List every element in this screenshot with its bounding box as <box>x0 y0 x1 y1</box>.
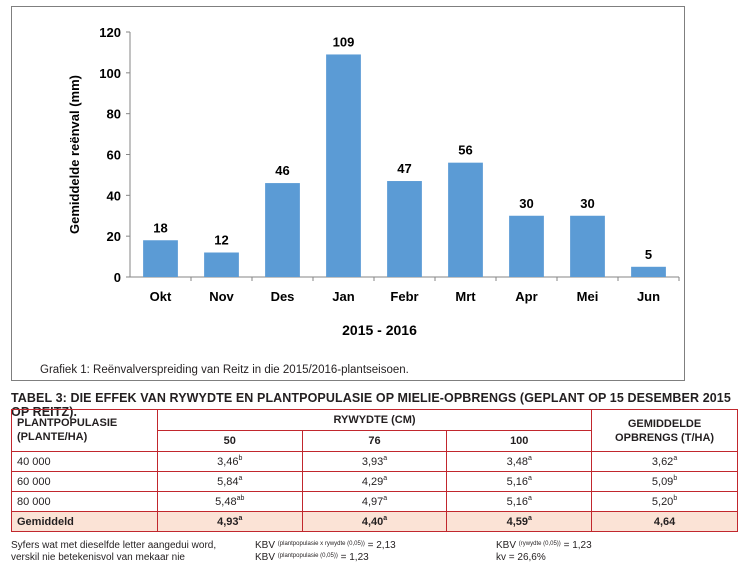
data-label: 56 <box>458 143 472 158</box>
row-label: 40 000 <box>11 451 158 472</box>
x-tick-label: Jun <box>637 289 660 304</box>
yield-table: PLANTPOPULASIE (PLANTE/HA) RYWYDTE (CM) … <box>11 409 738 532</box>
y-tick-label: 60 <box>107 148 121 163</box>
table-row: 60 000 5,84a 4,29a 5,16a 5,09b <box>11 471 738 492</box>
y-tick-label: 0 <box>114 270 121 285</box>
bar <box>448 162 483 277</box>
bar <box>204 252 239 277</box>
bar <box>570 215 605 277</box>
table-cell: 4,93a <box>156 511 303 532</box>
bar <box>265 183 300 277</box>
table-cell: 4,64 <box>591 511 738 532</box>
table-cell: 5,20b <box>591 491 738 512</box>
table-cell: 5,09b <box>591 471 738 492</box>
footnote-kbv-right: KBV (rywydte (0,05)) = 1,23 kv = 26,6% <box>496 540 592 563</box>
table-row: 40 000 3,46b 3,93a 3,48a 3,62a <box>11 451 738 472</box>
bar <box>631 266 666 277</box>
table-cell: 5,16a <box>446 471 593 492</box>
table-cell: 4,40a <box>301 511 448 532</box>
header-average-yield: GEMIDDELDE OPBRENGS (T/HA) <box>591 409 738 452</box>
y-tick-label: 100 <box>99 66 121 81</box>
footnote-significance: Syfers wat met dieselfde letter aangedui… <box>11 540 217 563</box>
table-cell: 5,16a <box>446 491 593 512</box>
x-tick-label: Apr <box>515 289 537 304</box>
rainfall-bar-chart: 0 20 40 60 80 100 120 18 Okt 12 Nov 46 Des 109 Jan 47 Fe… <box>67 25 680 338</box>
bar <box>326 54 361 278</box>
y-tick-label: 80 <box>107 107 121 122</box>
chart-frame: 0 20 40 60 80 100 120 18 Okt 12 Nov 46 Des 109 Jan 47 Fe… <box>11 6 685 381</box>
table-cell: 5,48ab <box>156 491 303 512</box>
footnote-kbv-left: KBV (plantpopulasie x rywydte (0,05)) = … <box>255 540 396 563</box>
table-cell: 3,62a <box>591 451 738 472</box>
x-tick-label: Nov <box>209 289 234 304</box>
y-tick-label: 40 <box>107 188 121 203</box>
data-label: 109 <box>333 34 355 49</box>
header-plant-population: PLANTPOPULASIE (PLANTE/HA) <box>11 409 158 452</box>
table-cell: 3,48a <box>446 451 593 472</box>
table-cell: 4,97a <box>301 491 448 512</box>
data-label: 5 <box>645 247 652 262</box>
x-tick-label: Febr <box>390 289 418 304</box>
row-label: 80 000 <box>11 491 158 512</box>
x-tick-label: Okt <box>150 289 172 304</box>
x-axis-title: 2015 - 2016 <box>342 322 417 338</box>
table-row: 80 000 5,48ab 4,97a 5,16a 5,20b <box>11 491 738 512</box>
table-cell: 3,46b <box>156 451 303 472</box>
x-tick-label: Jan <box>332 289 354 304</box>
subheader-100: 100 <box>446 430 593 452</box>
table-cell: 5,84a <box>156 471 303 492</box>
header-row-width: RYWYDTE (CM) <box>156 409 593 431</box>
y-axis-title: Gemiddelde reënval (mm) <box>67 75 82 234</box>
x-tick-label: Des <box>271 289 295 304</box>
bar <box>387 181 422 277</box>
x-tick-label: Mrt <box>455 289 476 304</box>
chart-caption: Grafiek 1: Reënvalverspreiding van Reitz… <box>40 364 409 376</box>
data-label: 46 <box>275 163 289 178</box>
data-label: 30 <box>580 196 594 211</box>
y-tick-label: 20 <box>107 229 121 244</box>
bar <box>509 215 544 277</box>
table-cell: 3,93a <box>301 451 448 472</box>
table-row-average: Gemiddeld 4,93a 4,40a 4,59a 4,64 <box>11 511 738 532</box>
row-label: 60 000 <box>11 471 158 492</box>
data-label: 30 <box>519 196 533 211</box>
subheader-76: 76 <box>301 430 448 452</box>
subheader-50: 50 <box>156 430 303 452</box>
table-cell: 4,59a <box>446 511 593 532</box>
x-tick-label: Mei <box>577 289 599 304</box>
data-label: 47 <box>397 161 411 176</box>
data-label: 12 <box>214 233 228 248</box>
row-label: Gemiddeld <box>11 511 158 532</box>
data-label: 18 <box>153 220 167 235</box>
bar <box>143 240 178 277</box>
table-cell: 4,29a <box>301 471 448 492</box>
y-tick-label: 120 <box>99 25 121 40</box>
